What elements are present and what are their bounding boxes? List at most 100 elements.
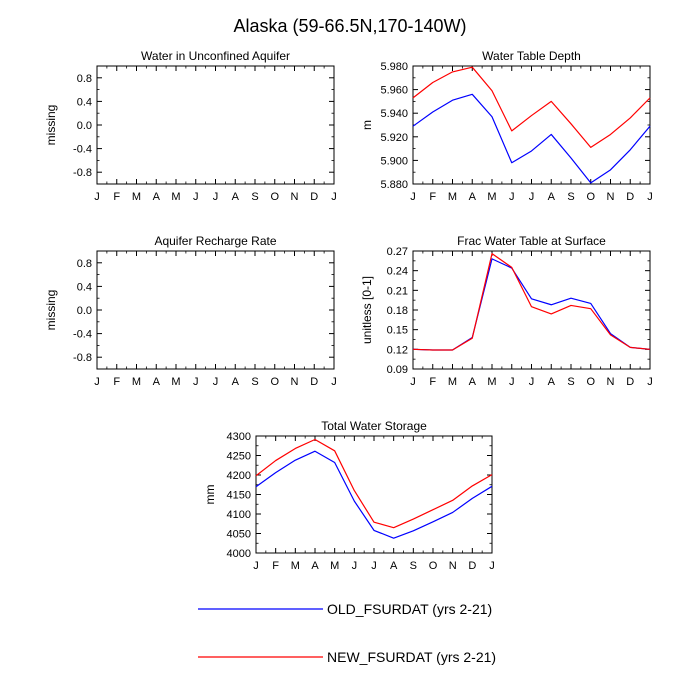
- y-tick-label: 5.980: [380, 61, 408, 73]
- plot-frame: [96, 250, 335, 370]
- y-tick-label: -0.4: [73, 144, 92, 156]
- x-tick-label: S: [251, 191, 258, 203]
- y-tick-label: 0.27: [387, 246, 408, 258]
- x-tick-label: M: [132, 376, 141, 388]
- y-tick-label: -0.8: [73, 167, 92, 179]
- x-tick-label: F: [113, 376, 120, 388]
- x-tick-label: A: [469, 191, 477, 203]
- x-tick-label: M: [330, 560, 339, 572]
- x-tick-label: M: [448, 376, 457, 388]
- x-tick-label: S: [567, 376, 574, 388]
- x-tick-label: A: [232, 376, 240, 388]
- x-tick-label: A: [232, 191, 240, 203]
- y-tick-label: 0.15: [387, 325, 408, 337]
- x-tick-label: M: [487, 376, 496, 388]
- y-tick-label: 4300: [227, 431, 251, 443]
- x-tick-label: J: [331, 376, 337, 388]
- y-tick-label: 0.8: [77, 73, 92, 85]
- x-tick-label: J: [193, 376, 199, 388]
- x-tick-label: J: [371, 560, 377, 572]
- series-line-new: [255, 438, 493, 529]
- legend-label-new: NEW_FSURDAT (yrs 2-21): [327, 649, 496, 665]
- y-tick-label: 0.0: [77, 120, 92, 132]
- x-tick-label: O: [270, 376, 279, 388]
- x-tick-label: M: [171, 191, 180, 203]
- x-tick-label: M: [132, 191, 141, 203]
- x-tick-label: J: [410, 191, 416, 203]
- x-tick-label: D: [468, 560, 476, 572]
- series-line-new: [412, 253, 651, 351]
- plot-frame: [255, 435, 493, 554]
- x-tick-label: J: [529, 376, 535, 388]
- x-tick-label: A: [153, 376, 161, 388]
- x-tick-label: J: [213, 191, 219, 203]
- x-tick-label: J: [94, 191, 100, 203]
- x-tick-label: S: [251, 376, 258, 388]
- y-tick-label: 5.920: [380, 132, 408, 144]
- y-tick-label: 4250: [227, 451, 251, 463]
- x-tick-label: J: [509, 376, 515, 388]
- x-tick-label: A: [153, 191, 161, 203]
- y-tick-label: 0.24: [387, 266, 408, 278]
- x-tick-label: M: [171, 376, 180, 388]
- y-tick-label: -0.4: [73, 329, 92, 341]
- x-tick-label: J: [410, 376, 416, 388]
- x-tick-label: D: [626, 376, 634, 388]
- y-axis-label: missing: [44, 105, 58, 146]
- y-tick-label: 0.18: [387, 305, 408, 317]
- chart-title: Water Table Depth: [482, 49, 581, 63]
- x-tick-label: A: [548, 191, 556, 203]
- y-axis-label: m: [360, 120, 374, 130]
- y-axis-label: missing: [44, 290, 58, 331]
- x-tick-label: J: [509, 191, 515, 203]
- figure-title: Alaska (59-66.5N,170-140W): [233, 16, 466, 36]
- y-tick-label: -0.8: [73, 352, 92, 364]
- x-tick-label: O: [586, 376, 595, 388]
- x-tick-label: F: [429, 191, 436, 203]
- chart-title: Total Water Storage: [321, 419, 427, 433]
- y-axis-label: mm: [203, 485, 217, 505]
- x-tick-label: D: [310, 376, 318, 388]
- y-tick-label: 5.900: [380, 155, 408, 167]
- y-tick-label: 5.880: [380, 179, 408, 191]
- x-tick-label: J: [529, 191, 535, 203]
- legend: OLD_FSURDAT (yrs 2-21) NEW_FSURDAT (yrs …: [198, 601, 496, 665]
- y-tick-label: 4200: [227, 470, 251, 482]
- x-tick-label: N: [607, 191, 615, 203]
- series-line-old: [412, 258, 651, 351]
- x-tick-label: J: [489, 560, 495, 572]
- x-tick-label: A: [311, 560, 319, 572]
- x-tick-label: O: [586, 191, 595, 203]
- chart-title: Frac Water Table at Surface: [457, 234, 606, 248]
- x-tick-label: N: [449, 560, 457, 572]
- series-line-old: [255, 450, 493, 539]
- x-tick-label: M: [487, 191, 496, 203]
- x-tick-label: J: [193, 191, 199, 203]
- y-tick-label: 0.21: [387, 285, 408, 297]
- x-tick-label: O: [429, 560, 438, 572]
- x-tick-label: F: [113, 191, 120, 203]
- x-tick-label: M: [291, 560, 300, 572]
- plot-frame: [412, 250, 651, 370]
- y-tick-label: 4050: [227, 529, 251, 541]
- y-tick-label: 4000: [227, 548, 251, 560]
- chart-title: Water in Unconfined Aquifer: [141, 49, 290, 63]
- y-tick-label: 5.940: [380, 108, 408, 120]
- y-tick-label: 0.12: [387, 344, 408, 356]
- x-tick-label: O: [270, 191, 279, 203]
- legend-label-old: OLD_FSURDAT (yrs 2-21): [327, 601, 492, 617]
- x-tick-label: S: [410, 560, 417, 572]
- x-tick-label: D: [626, 191, 634, 203]
- y-axis-label: unitless [0-1]: [360, 276, 374, 344]
- y-tick-label: 0.8: [77, 258, 92, 270]
- x-tick-label: J: [647, 191, 653, 203]
- x-tick-label: F: [429, 376, 436, 388]
- series-line-old: [412, 93, 651, 184]
- x-tick-label: S: [567, 191, 574, 203]
- y-tick-label: 0.09: [387, 364, 408, 376]
